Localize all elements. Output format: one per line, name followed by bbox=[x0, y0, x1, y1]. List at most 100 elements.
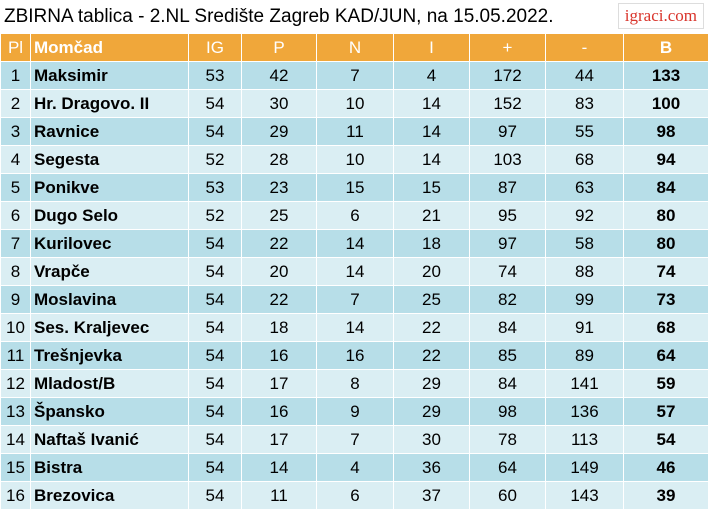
table-cell: 6 bbox=[317, 482, 394, 510]
table-cell: 13 bbox=[1, 398, 31, 426]
table-cell: Naftaš Ivanić bbox=[31, 426, 189, 454]
table-cell: 68 bbox=[624, 314, 708, 342]
table-cell: 22 bbox=[242, 230, 317, 258]
table-cell: 46 bbox=[624, 454, 708, 482]
column-header: I bbox=[394, 34, 470, 62]
table-cell: 149 bbox=[546, 454, 624, 482]
table-cell: 7 bbox=[317, 286, 394, 314]
table-cell: 28 bbox=[242, 146, 317, 174]
table-cell: 7 bbox=[317, 62, 394, 90]
table-cell: 25 bbox=[242, 202, 317, 230]
table-cell: Ponikve bbox=[31, 174, 189, 202]
table-cell: 4 bbox=[394, 62, 470, 90]
table-cell: 8 bbox=[1, 258, 31, 286]
table-cell: 82 bbox=[470, 286, 546, 314]
table-cell: 100 bbox=[624, 90, 708, 118]
table-cell: 84 bbox=[470, 314, 546, 342]
table-cell: 15 bbox=[1, 454, 31, 482]
table-cell: 92 bbox=[546, 202, 624, 230]
column-header: P bbox=[242, 34, 317, 62]
table-cell: 54 bbox=[189, 230, 242, 258]
table-cell: 14 bbox=[1, 426, 31, 454]
table-cell: 11 bbox=[242, 482, 317, 510]
table-cell: 172 bbox=[470, 62, 546, 90]
column-header: B bbox=[624, 34, 708, 62]
table-cell: Ravnice bbox=[31, 118, 189, 146]
table-cell: 152 bbox=[470, 90, 546, 118]
table-cell: 30 bbox=[394, 426, 470, 454]
table-cell: 29 bbox=[394, 398, 470, 426]
column-header: + bbox=[470, 34, 546, 62]
table-cell: 10 bbox=[317, 146, 394, 174]
table-cell: 17 bbox=[242, 370, 317, 398]
table-cell: 30 bbox=[242, 90, 317, 118]
table-cell: 15 bbox=[317, 174, 394, 202]
table-cell: 64 bbox=[470, 454, 546, 482]
table-cell: 141 bbox=[546, 370, 624, 398]
table-cell: 133 bbox=[624, 62, 708, 90]
table-cell: 14 bbox=[317, 314, 394, 342]
table-cell: 78 bbox=[470, 426, 546, 454]
table-cell: 97 bbox=[470, 118, 546, 146]
table-cell: 6 bbox=[1, 202, 31, 230]
table-cell: 39 bbox=[624, 482, 708, 510]
table-cell: 42 bbox=[242, 62, 317, 90]
table-cell: 10 bbox=[1, 314, 31, 342]
table-cell: 12 bbox=[1, 370, 31, 398]
column-header: - bbox=[546, 34, 624, 62]
table-cell: 54 bbox=[189, 90, 242, 118]
table-cell: Trešnjevka bbox=[31, 342, 189, 370]
table-cell: 54 bbox=[189, 370, 242, 398]
table-cell: 16 bbox=[317, 342, 394, 370]
table-cell: 55 bbox=[546, 118, 624, 146]
table-cell: 16 bbox=[1, 482, 31, 510]
table-cell: 63 bbox=[546, 174, 624, 202]
table-cell: 20 bbox=[394, 258, 470, 286]
table-cell: Mladost/B bbox=[31, 370, 189, 398]
table-cell: 22 bbox=[394, 342, 470, 370]
table-cell: 59 bbox=[624, 370, 708, 398]
table-cell: Ses. Kraljevec bbox=[31, 314, 189, 342]
table-cell: Špansko bbox=[31, 398, 189, 426]
table-cell: 18 bbox=[394, 230, 470, 258]
table-cell: 16 bbox=[242, 398, 317, 426]
table-cell: Segesta bbox=[31, 146, 189, 174]
table-cell: 9 bbox=[1, 286, 31, 314]
table-cell: 36 bbox=[394, 454, 470, 482]
table-cell: 64 bbox=[624, 342, 708, 370]
logo: igraci.com bbox=[618, 3, 704, 29]
table-cell: 15 bbox=[394, 174, 470, 202]
table-cell: 85 bbox=[470, 342, 546, 370]
table-cell: 14 bbox=[394, 90, 470, 118]
table-cell: 9 bbox=[317, 398, 394, 426]
table-cell: Kurilovec bbox=[31, 230, 189, 258]
table-cell: 80 bbox=[624, 230, 708, 258]
column-header: Momčad bbox=[31, 34, 189, 62]
table-cell: 54 bbox=[189, 258, 242, 286]
table-cell: 52 bbox=[189, 146, 242, 174]
table-cell: 5 bbox=[1, 174, 31, 202]
table-cell: 4 bbox=[317, 454, 394, 482]
table-cell: Maksimir bbox=[31, 62, 189, 90]
table-cell: 80 bbox=[624, 202, 708, 230]
column-header: Pl bbox=[1, 34, 31, 62]
table-cell: Brezovica bbox=[31, 482, 189, 510]
table-cell: 14 bbox=[394, 118, 470, 146]
table-cell: 11 bbox=[317, 118, 394, 146]
table-cell: 7 bbox=[317, 426, 394, 454]
table-cell: 87 bbox=[470, 174, 546, 202]
table-cell: 14 bbox=[317, 230, 394, 258]
table-cell: 37 bbox=[394, 482, 470, 510]
